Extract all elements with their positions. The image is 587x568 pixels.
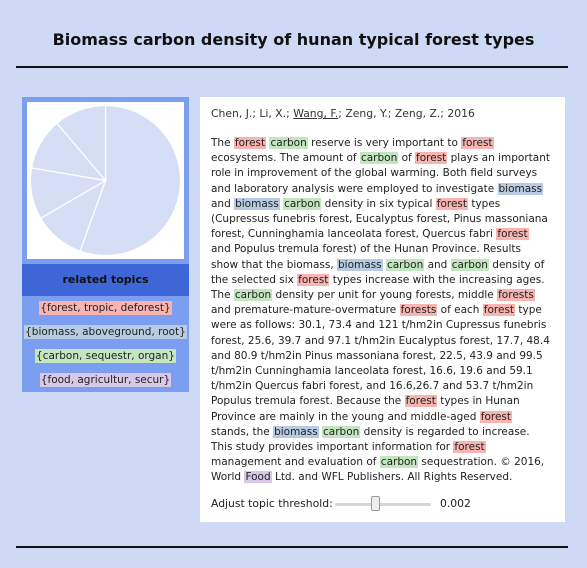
related-topic-item[interactable]: {biomass, aboveground, root} <box>24 325 187 339</box>
related-topic-item[interactable]: {carbon, sequestr, organ} <box>35 349 176 363</box>
pie-slice <box>79 104 182 257</box>
abstract-text: and premature-mature-overmature <box>211 304 400 317</box>
authors-suffix: ; Zeng, Y.; Zeng, Z.; 2016 <box>338 107 475 120</box>
topic-pie-chart-box <box>27 102 184 259</box>
abstract-text: Ltd. and WFL Publishers. All Rights Rese… <box>271 471 513 484</box>
highlighted-term[interactable]: forest <box>435 197 469 210</box>
authors-prefix: Chen, J.; Li, X.; <box>211 107 294 120</box>
paper-panel: Chen, J.; Li, X.; Wang, F.; Zeng, Y.; Ze… <box>200 97 565 522</box>
abstract-text: reserve is very important to <box>307 137 462 149</box>
abstract-text: ecosystems. The amount of <box>211 152 360 165</box>
pie-slice <box>56 104 107 183</box>
author-link[interactable]: Wang, F. <box>293 107 339 120</box>
abstract-text: of each <box>437 304 483 317</box>
highlighted-term[interactable]: Food <box>244 471 272 484</box>
related-topics-list: {forest, tropic, deforest} {biomass, abov… <box>22 301 189 397</box>
abstract-text: sequestration. © 2016, World <box>211 456 545 484</box>
threshold-slider[interactable] <box>335 496 431 511</box>
highlighted-term[interactable]: forest <box>404 395 437 408</box>
top-divider <box>16 66 568 68</box>
abstract-text: density is regarded to increase. This st… <box>211 425 530 454</box>
highlighted-term[interactable]: carbon <box>269 137 308 149</box>
abstract-text: density per unit for young forests, midd… <box>272 289 498 302</box>
threshold-slider-label: Adjust topic threshold: <box>211 497 333 510</box>
abstract-text: management and evaluation of <box>211 456 380 469</box>
highlighted-term[interactable]: carbon <box>322 425 361 438</box>
abstract-text: stands, the <box>211 425 274 438</box>
highlighted-term[interactable]: forests <box>497 289 535 302</box>
highlighted-term[interactable]: forest <box>482 304 516 317</box>
page-title: Biomass carbon density of hunan typical … <box>52 30 535 49</box>
paper-authors: Chen, J.; Li, X.; Wang, F.; Zeng, Y.; Ze… <box>211 107 475 120</box>
highlighted-term[interactable]: forests <box>399 304 438 317</box>
highlighted-term[interactable]: forest <box>479 410 513 423</box>
highlighted-term[interactable]: forest <box>297 273 330 286</box>
related-topics-header: related topics <box>22 264 189 296</box>
abstract-text: plays an important role in improvement o… <box>211 152 550 195</box>
paper-abstract: The forest carbon reserve is very import… <box>211 136 551 486</box>
bottom-divider <box>16 546 568 548</box>
highlighted-term[interactable]: carbon <box>450 258 489 271</box>
highlighted-term[interactable]: forest <box>461 137 494 149</box>
highlighted-term[interactable]: forest <box>415 152 448 165</box>
related-topic-item[interactable]: {food, agricultur, secur} <box>39 373 172 387</box>
threshold-slider-row: Adjust topic threshold: 0.002 <box>211 496 556 512</box>
highlighted-term[interactable]: biomass <box>497 182 544 195</box>
abstract-text: density in six typical <box>321 197 436 210</box>
highlighted-term[interactable]: carbon <box>233 289 273 302</box>
abstract-text: type were as follows: 30.1, 73.4 and 121… <box>211 304 550 408</box>
abstract-text: of <box>398 152 416 165</box>
highlighted-term[interactable]: biomass <box>234 197 280 210</box>
abstract-text: types (Cupressus funebris forest, Eucaly… <box>211 197 548 241</box>
highlighted-term[interactable]: carbon <box>379 456 419 469</box>
abstract-text: types increase with the increasing ages.… <box>211 273 545 302</box>
threshold-slider-handle[interactable] <box>371 496 381 511</box>
topic-pie-chart <box>29 104 182 257</box>
abstract-text: density of the selected six <box>211 258 545 286</box>
abstract-text: types in Hunan Province are mainly in th… <box>211 395 520 423</box>
abstract-text: and <box>424 258 451 271</box>
highlighted-term[interactable]: forest <box>233 137 267 149</box>
highlighted-term[interactable]: forest <box>453 441 486 454</box>
highlighted-term[interactable]: forest <box>496 228 529 241</box>
highlighted-term[interactable]: biomass <box>337 258 383 271</box>
related-topic-item[interactable]: {forest, tropic, deforest} <box>39 301 172 315</box>
highlighted-term[interactable]: carbon <box>385 258 425 271</box>
threshold-value: 0.002 <box>440 497 471 510</box>
abstract-text: and <box>211 197 235 210</box>
abstract-text: The <box>211 137 234 149</box>
highlighted-term[interactable]: carbon <box>283 197 322 210</box>
highlighted-term[interactable]: carbon <box>359 152 399 165</box>
highlighted-term[interactable]: biomass <box>273 425 319 438</box>
abstract-text: and Populus tremula forest) of the Hunan… <box>211 243 522 271</box>
topic-sidebar: related topics {forest, tropic, deforest… <box>22 97 189 392</box>
